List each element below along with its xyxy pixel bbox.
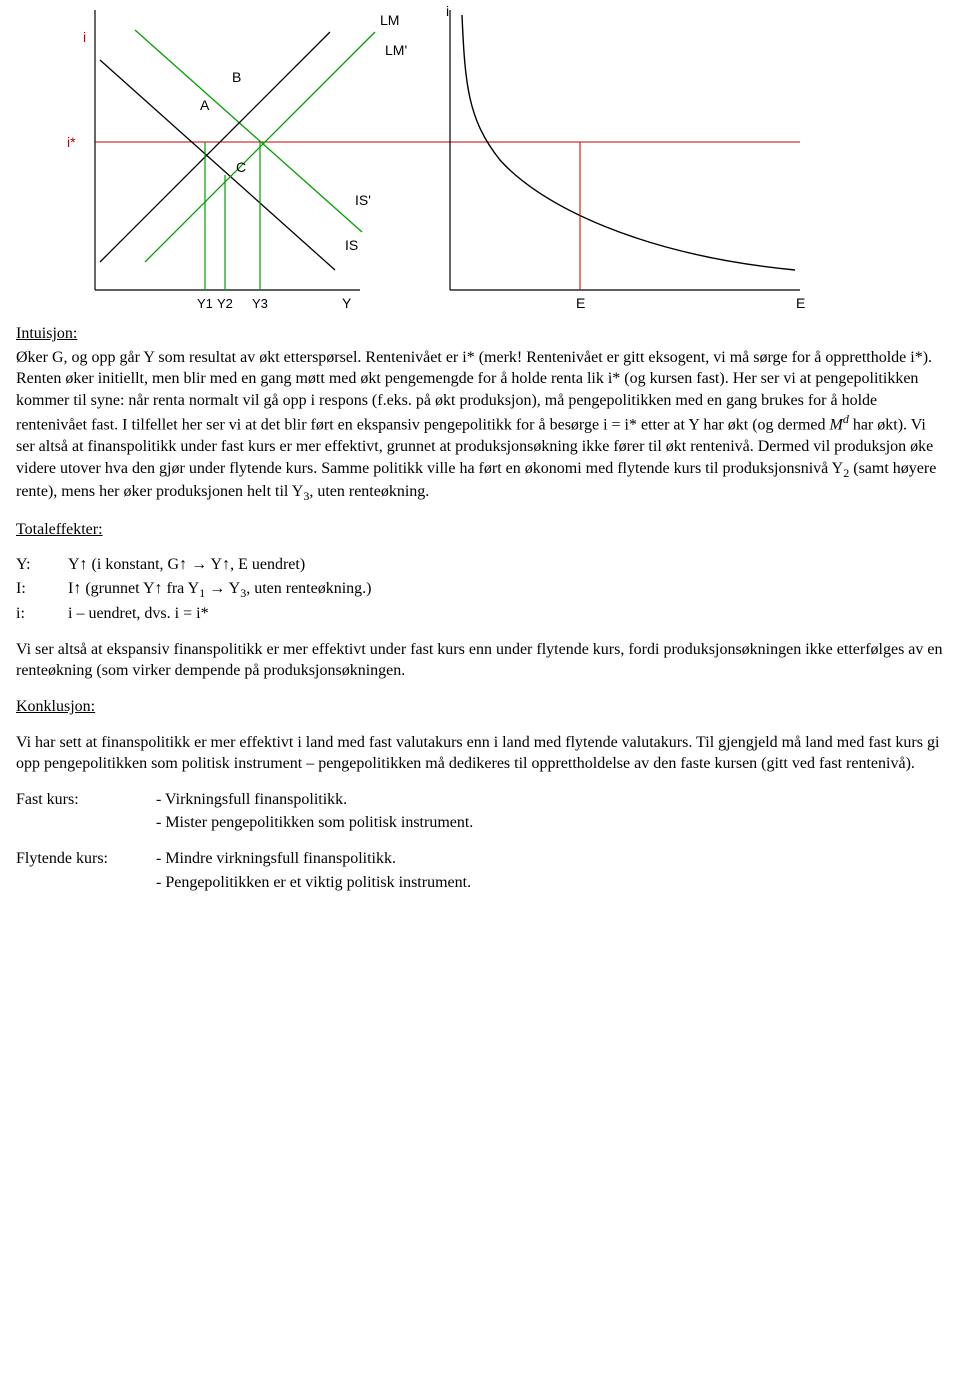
effects-list: Y: Y↑ (i konstant, G↑ → Y↑, E uendret) I… bbox=[16, 554, 944, 625]
totaleffekter-heading: Totaleffekter: bbox=[16, 519, 944, 541]
svg-text:E: E bbox=[796, 295, 805, 310]
figure-container: i i* Y Y1 Y2 Y3 IS IS' LM LM' A B Ci E E bbox=[0, 0, 960, 323]
document-body: Intuisjon: Øker G, og opp går Y som resu… bbox=[0, 323, 960, 919]
fast-kurs-block: Fast kurs: - Virkningsfull finanspolitik… bbox=[16, 789, 944, 834]
svg-text:i*: i* bbox=[67, 134, 76, 150]
effect-I-row: I: I↑ (grunnet Y↑ fra Y1 → Y3, uten rent… bbox=[16, 578, 944, 601]
svg-text:i: i bbox=[83, 29, 86, 45]
konklusjon-heading: Konklusjon: bbox=[16, 696, 944, 718]
summary-paragraph: Vi ser altså at ekspansiv finanspolitikk… bbox=[16, 639, 944, 682]
svg-text:IS': IS' bbox=[355, 192, 371, 208]
svg-text:Y: Y bbox=[342, 295, 352, 310]
svg-text:IS: IS bbox=[345, 237, 358, 253]
svg-text:LM': LM' bbox=[385, 42, 407, 58]
islm-diagram: i i* Y Y1 Y2 Y3 IS IS' LM LM' A B Ci E E bbox=[0, 0, 820, 310]
svg-text:Y3: Y3 bbox=[252, 296, 268, 310]
svg-text:E: E bbox=[576, 295, 585, 310]
svg-text:Y1: Y1 bbox=[197, 296, 213, 310]
effect-Y-row: Y: Y↑ (i konstant, G↑ → Y↑, E uendret) bbox=[16, 554, 944, 576]
svg-text:A: A bbox=[200, 97, 210, 113]
intuisjon-label: Intuisjon: bbox=[16, 325, 77, 342]
konklusjon-paragraph: Vi har sett at finanspolitikk er mer eff… bbox=[16, 732, 944, 775]
flytende-kurs-block: Flytende kurs: - Mindre virkningsfull fi… bbox=[16, 848, 944, 893]
effect-i-row: i: i – uendret, dvs. i = i* bbox=[16, 603, 944, 625]
svg-text:B: B bbox=[232, 69, 241, 85]
intuisjon-heading: Intuisjon: bbox=[16, 323, 944, 345]
svg-text:i: i bbox=[446, 3, 449, 19]
svg-text:LM: LM bbox=[380, 12, 399, 28]
svg-text:C: C bbox=[236, 159, 246, 175]
intuisjon-paragraph: Øker G, og opp går Y som resultat av økt… bbox=[16, 347, 944, 505]
svg-text:Y2: Y2 bbox=[217, 296, 233, 310]
